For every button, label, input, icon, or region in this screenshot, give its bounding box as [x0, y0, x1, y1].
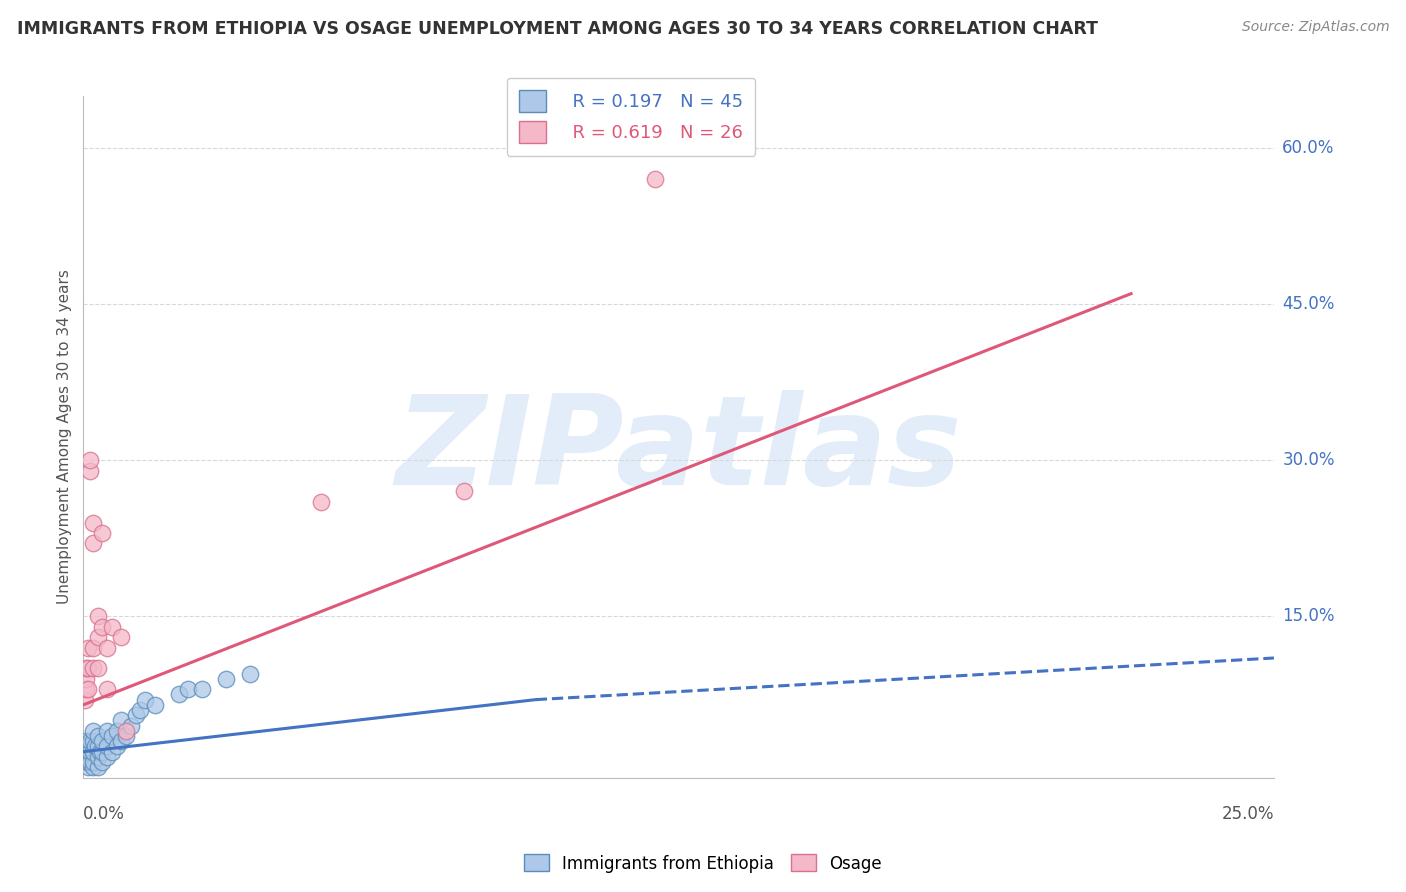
Point — [110, 734, 132, 748]
Text: 45.0%: 45.0% — [1282, 295, 1334, 313]
Point — [96, 640, 118, 655]
Point — [105, 739, 128, 754]
Text: 25.0%: 25.0% — [1222, 805, 1274, 823]
Point — [191, 682, 214, 697]
Point — [77, 661, 100, 675]
Text: 60.0%: 60.0% — [1282, 139, 1334, 157]
Point — [86, 739, 108, 754]
Point — [82, 760, 104, 774]
Point — [75, 745, 97, 759]
Point — [77, 682, 100, 697]
Point — [82, 723, 104, 738]
Point — [453, 484, 475, 499]
Point — [101, 620, 124, 634]
Point — [105, 723, 128, 738]
Point — [91, 526, 114, 541]
Point — [110, 714, 132, 728]
Point — [96, 739, 118, 754]
Point — [115, 723, 138, 738]
Point — [76, 739, 98, 754]
Point — [82, 661, 104, 675]
Point — [89, 745, 111, 759]
Point — [91, 745, 114, 759]
Point — [79, 745, 101, 759]
Point — [120, 719, 142, 733]
Point — [96, 682, 118, 697]
Point — [75, 672, 97, 686]
Text: 30.0%: 30.0% — [1282, 451, 1334, 469]
Point — [239, 666, 262, 681]
Point — [91, 620, 114, 634]
Point — [82, 536, 104, 550]
Point — [644, 172, 666, 186]
Point — [82, 734, 104, 748]
Point — [75, 661, 97, 675]
Point — [77, 640, 100, 655]
Point — [91, 755, 114, 769]
Point — [79, 464, 101, 478]
Point — [129, 703, 152, 717]
Point — [134, 692, 156, 706]
Point — [91, 734, 114, 748]
Point — [82, 516, 104, 530]
Point — [77, 739, 100, 754]
Point — [115, 729, 138, 743]
Point — [75, 755, 97, 769]
Text: Source: ZipAtlas.com: Source: ZipAtlas.com — [1241, 20, 1389, 34]
Point — [77, 755, 100, 769]
Y-axis label: Unemployment Among Ages 30 to 34 years: Unemployment Among Ages 30 to 34 years — [58, 269, 72, 604]
Point — [77, 760, 100, 774]
Point — [82, 755, 104, 769]
Point — [110, 630, 132, 644]
Point — [86, 630, 108, 644]
Point — [79, 734, 101, 748]
Point — [96, 723, 118, 738]
Point — [84, 739, 107, 754]
Point — [177, 682, 200, 697]
Point — [311, 495, 333, 509]
Text: 0.0%: 0.0% — [83, 805, 125, 823]
Point — [82, 745, 104, 759]
Point — [86, 609, 108, 624]
Point — [82, 640, 104, 655]
Legend: Immigrants from Ethiopia, Osage: Immigrants from Ethiopia, Osage — [517, 847, 889, 880]
Point — [73, 692, 96, 706]
Point — [75, 734, 97, 748]
Point — [86, 661, 108, 675]
Point — [77, 750, 100, 764]
Text: 15.0%: 15.0% — [1282, 607, 1334, 625]
Point — [215, 672, 238, 686]
Text: ZIPatlas: ZIPatlas — [395, 390, 962, 511]
Point — [101, 729, 124, 743]
Point — [96, 750, 118, 764]
Legend:   R = 0.197   N = 45,   R = 0.619   N = 26: R = 0.197 N = 45, R = 0.619 N = 26 — [506, 78, 755, 156]
Point — [75, 682, 97, 697]
Point — [79, 453, 101, 467]
Point — [86, 750, 108, 764]
Point — [101, 745, 124, 759]
Point — [143, 698, 166, 712]
Text: IMMIGRANTS FROM ETHIOPIA VS OSAGE UNEMPLOYMENT AMONG AGES 30 TO 34 YEARS CORRELA: IMMIGRANTS FROM ETHIOPIA VS OSAGE UNEMPL… — [17, 20, 1098, 37]
Point — [79, 755, 101, 769]
Point — [86, 729, 108, 743]
Point — [125, 708, 148, 723]
Point — [167, 688, 190, 702]
Point — [86, 760, 108, 774]
